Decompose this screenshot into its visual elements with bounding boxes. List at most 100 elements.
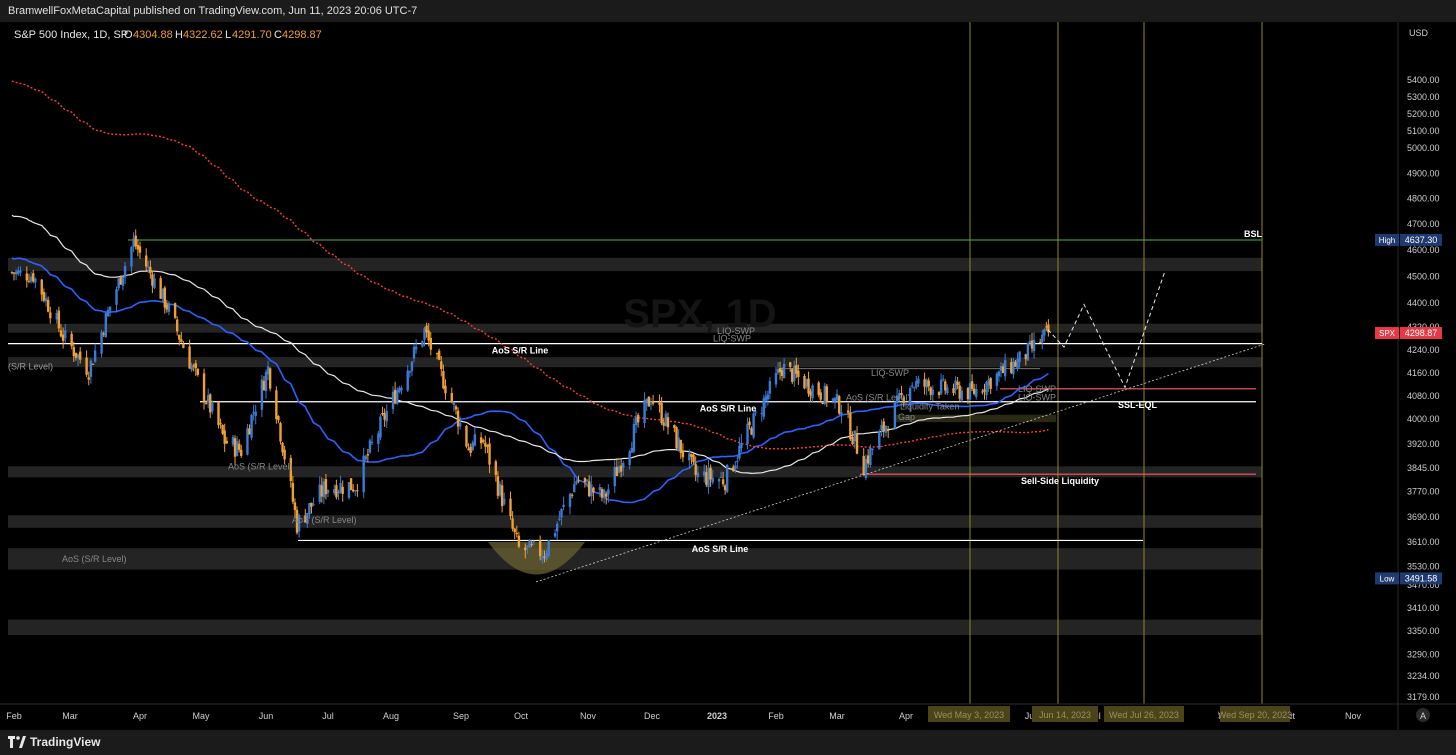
candle-body[interactable]: [132, 238, 135, 247]
candle-body[interactable]: [381, 412, 384, 415]
candle-body[interactable]: [304, 515, 307, 523]
candle-body[interactable]: [846, 410, 850, 413]
candle-body[interactable]: [121, 276, 125, 286]
candle-body[interactable]: [840, 412, 843, 416]
candle-body[interactable]: [206, 394, 210, 403]
candle-body[interactable]: [528, 540, 531, 548]
candle-body[interactable]: [59, 330, 63, 337]
candle-body[interactable]: [607, 489, 610, 495]
candle-body[interactable]: [675, 427, 678, 449]
candle-body[interactable]: [666, 417, 670, 428]
candle-body[interactable]: [662, 422, 665, 426]
candle-body[interactable]: [983, 389, 986, 392]
candle-body[interactable]: [188, 346, 191, 369]
candle-body[interactable]: [246, 428, 249, 455]
candle-body[interactable]: [17, 270, 20, 275]
candle-body[interactable]: [115, 289, 118, 305]
candle-body[interactable]: [908, 388, 912, 405]
candle-body[interactable]: [583, 478, 587, 483]
candle-body[interactable]: [643, 400, 646, 423]
candle-body[interactable]: [754, 411, 757, 413]
candle-body[interactable]: [295, 510, 299, 533]
candle-body[interactable]: [377, 433, 380, 444]
candle-body[interactable]: [750, 428, 753, 435]
candle-body[interactable]: [694, 464, 697, 475]
candle-body[interactable]: [600, 489, 604, 498]
candle-body[interactable]: [1018, 351, 1021, 362]
candle-body[interactable]: [791, 368, 794, 382]
candle-body[interactable]: [1032, 339, 1036, 351]
candle-body[interactable]: [915, 380, 918, 388]
candle-body[interactable]: [364, 456, 367, 460]
candle-body[interactable]: [240, 449, 243, 456]
candle-body[interactable]: [558, 518, 561, 521]
candle-body[interactable]: [734, 465, 737, 469]
candle-body[interactable]: [937, 392, 941, 396]
candle-body[interactable]: [108, 306, 112, 311]
candle-body[interactable]: [615, 466, 619, 476]
candle-body[interactable]: [237, 443, 241, 450]
candle-body[interactable]: [530, 543, 533, 545]
candle-body[interactable]: [104, 313, 108, 338]
candle-body[interactable]: [893, 401, 897, 429]
candle-body[interactable]: [312, 504, 315, 506]
candle-body[interactable]: [577, 480, 580, 482]
candle-body[interactable]: [575, 481, 578, 484]
candle-body[interactable]: [917, 378, 920, 384]
candle-body[interactable]: [929, 387, 932, 395]
candle-body[interactable]: [944, 381, 947, 391]
candle-body[interactable]: [32, 273, 35, 282]
candle-body[interactable]: [308, 503, 311, 515]
candle-body[interactable]: [717, 479, 721, 482]
candle-body[interactable]: [153, 278, 156, 288]
candle-body[interactable]: [400, 387, 403, 391]
candle-body[interactable]: [281, 442, 284, 453]
candle-body[interactable]: [211, 403, 214, 412]
candle-body[interactable]: [622, 462, 625, 468]
candle-body[interactable]: [746, 423, 749, 445]
candle-body[interactable]: [811, 385, 814, 399]
candle-body[interactable]: [260, 379, 264, 410]
candle-body[interactable]: [752, 413, 755, 438]
candle-body[interactable]: [556, 523, 559, 532]
candle-body[interactable]: [925, 379, 928, 388]
candle-body[interactable]: [679, 439, 682, 453]
candle-body[interactable]: [289, 458, 293, 481]
candle-body[interactable]: [821, 401, 824, 405]
candle-body[interactable]: [192, 365, 195, 367]
candle-body[interactable]: [223, 430, 226, 444]
candle-body[interactable]: [975, 388, 978, 397]
candle-body[interactable]: [568, 493, 572, 507]
candle-body[interactable]: [913, 387, 916, 389]
candle-body[interactable]: [442, 371, 445, 389]
candle-body[interactable]: [1047, 324, 1050, 333]
candle-body[interactable]: [167, 303, 171, 312]
candle-body[interactable]: [1038, 342, 1042, 344]
candle-body[interactable]: [927, 380, 930, 387]
candle-body[interactable]: [688, 453, 691, 461]
candle-body[interactable]: [337, 491, 340, 494]
candle-body[interactable]: [91, 363, 95, 365]
candle-body[interactable]: [817, 382, 820, 396]
candle-body[interactable]: [989, 378, 992, 389]
candle-body[interactable]: [748, 421, 751, 426]
candle-body[interactable]: [1043, 329, 1046, 336]
candle-body[interactable]: [692, 454, 695, 463]
candle-body[interactable]: [736, 461, 739, 463]
candle-body[interactable]: [585, 479, 589, 482]
candle-body[interactable]: [1024, 354, 1028, 360]
candle-body[interactable]: [55, 313, 58, 320]
candle-body[interactable]: [306, 512, 309, 524]
candle-body[interactable]: [711, 477, 714, 483]
candle-body[interactable]: [450, 393, 453, 403]
candle-body[interactable]: [479, 437, 483, 444]
candle-body[interactable]: [465, 425, 468, 447]
candle-body[interactable]: [379, 416, 382, 438]
candle-body[interactable]: [968, 383, 972, 400]
candle-body[interactable]: [27, 280, 31, 282]
candle-body[interactable]: [498, 483, 502, 496]
candle-body[interactable]: [658, 401, 661, 405]
candle-body[interactable]: [838, 396, 841, 414]
candle-body[interactable]: [219, 423, 222, 425]
candle-body[interactable]: [823, 385, 826, 404]
